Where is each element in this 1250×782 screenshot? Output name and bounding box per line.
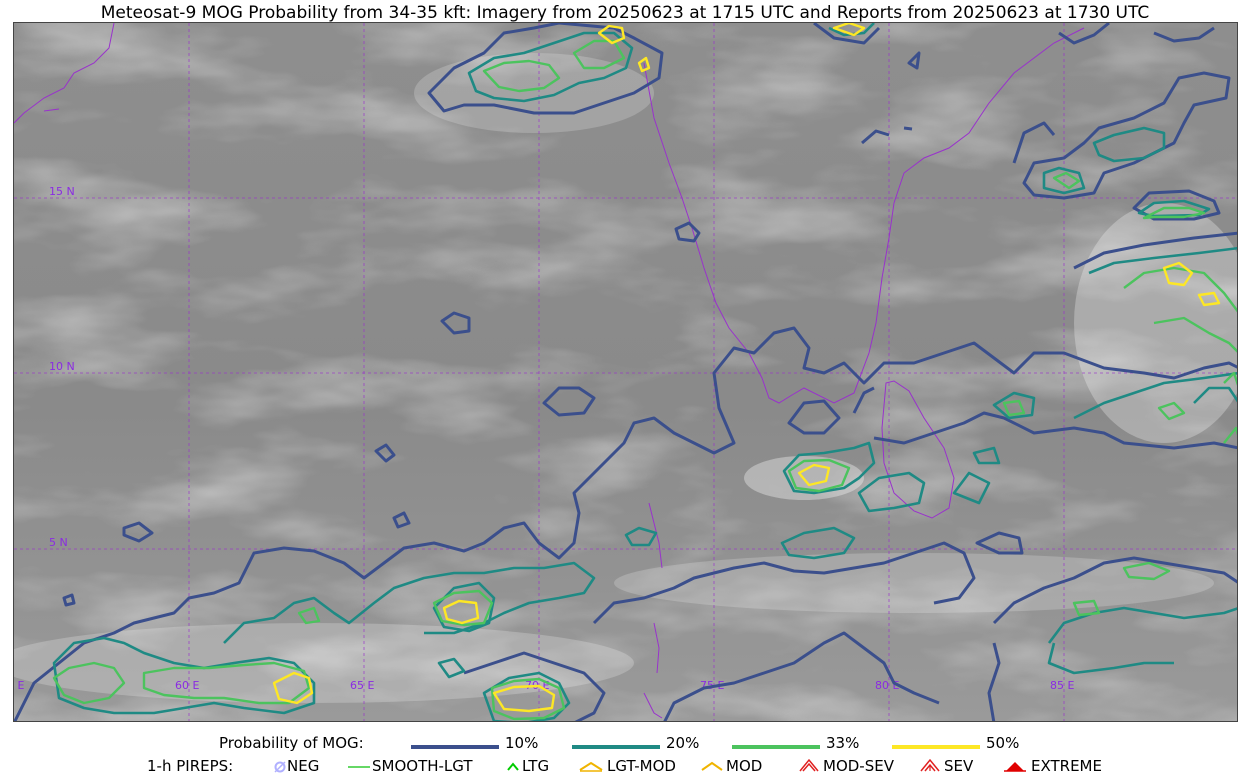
cloud-band	[614, 553, 1214, 613]
legend-label-neg: NEG	[287, 757, 320, 775]
legend-item-lgt-mod: LGT-MOD	[578, 756, 676, 775]
lon-label-55e: 55 E	[14, 679, 24, 692]
legend-item-neg: NEG	[273, 756, 319, 775]
legend-label-smooth-lgt: SMOOTH-LGT	[372, 757, 473, 775]
legend-swatch-10pct	[411, 745, 499, 749]
neg-icon	[274, 760, 286, 773]
lat-label-15n: 15 N	[49, 185, 75, 198]
legend-item-smooth-lgt: SMOOTH-LGT	[347, 756, 473, 775]
lon-label-65e: 65 E	[350, 679, 374, 692]
ltg-icon	[507, 761, 519, 771]
legend-item-extreme: EXTREME	[1003, 756, 1102, 775]
legend-item-mod-sev: MOD-SEV	[797, 756, 894, 775]
contours-50pct	[272, 23, 1221, 713]
mod-icon	[701, 761, 723, 771]
smooth-lgt-icon	[348, 765, 370, 768]
legend-label-33pct: 33%	[826, 734, 860, 752]
contours-10pct	[14, 23, 1237, 721]
legend-item-50pct: 50%	[892, 733, 1019, 752]
legend-item-20pct: 20%	[572, 733, 699, 752]
contours-20pct	[52, 23, 1237, 721]
cloud-texture	[14, 23, 1237, 721]
legend-label-extreme: EXTREME	[1031, 757, 1102, 775]
legend-label-50pct: 50%	[986, 734, 1020, 752]
cloud-band	[414, 53, 654, 133]
probability-legend-heading: Probability of MOG:	[219, 734, 364, 752]
lon-label-85e: 85 E	[1050, 679, 1074, 692]
lat-label-10n: 10 N	[49, 360, 75, 373]
legend-item-mod: MOD	[700, 756, 762, 775]
sev-icon	[920, 758, 940, 771]
legend-label-20pct: 20%	[666, 734, 700, 752]
legend-label-mod: MOD	[726, 757, 763, 775]
legend-swatch-33pct	[732, 745, 820, 749]
legend-item-33pct: 33%	[732, 733, 859, 752]
legend-swatch-20pct	[572, 745, 660, 749]
pireps-legend: 1-h PIREPS: NEG SMOOTH-LGT LTG LGT-MOD M…	[0, 756, 1250, 778]
legend-label-mod-sev: MOD-SEV	[823, 757, 894, 775]
pireps-legend-heading: 1-h PIREPS:	[147, 757, 234, 775]
probability-legend: Probability of MOG: 10% 20% 33% 50%	[0, 733, 1250, 755]
legend-item-sev: SEV	[918, 756, 973, 775]
legend-label-10pct: 10%	[505, 734, 539, 752]
lon-label-60e: 60 E	[175, 679, 199, 692]
lgt-mod-icon	[579, 761, 603, 772]
chart-title: Meteosat-9 MOG Probability from 34-35 kf…	[100, 3, 1150, 23]
mod-sev-icon	[799, 758, 819, 771]
legend-label-sev: SEV	[944, 757, 974, 775]
satellite-map[interactable]: 15 N 10 N 5 N 55 E 60 E 65 E 70 E 75 E 8…	[13, 22, 1238, 722]
extreme-icon	[1004, 761, 1026, 772]
legend-item-10pct: 10%	[411, 733, 538, 752]
legend-swatch-50pct	[892, 745, 980, 749]
legend-label-ltg: LTG	[522, 757, 550, 775]
lat-label-5n: 5 N	[49, 536, 68, 549]
cloud-band	[14, 623, 634, 703]
legend-item-ltg: LTG	[506, 756, 549, 775]
legend-label-lgt-mod: LGT-MOD	[607, 757, 676, 775]
